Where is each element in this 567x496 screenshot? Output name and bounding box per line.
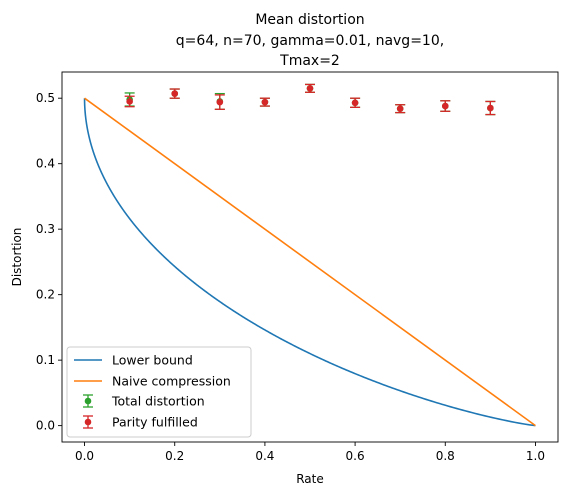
y-tick-label: 0.1	[36, 353, 55, 367]
x-tick-label: 0.8	[436, 449, 455, 463]
legend-naive-label: Naive compression	[112, 374, 231, 389]
y-tick-label: 0.4	[36, 157, 55, 171]
parity-fulfilled-point	[351, 99, 359, 107]
chart-title: Mean distortion	[255, 12, 364, 28]
x-tick-label: 0.0	[75, 449, 94, 463]
y-axis-label: Distortion	[10, 228, 24, 287]
x-tick-label: 0.2	[165, 449, 184, 463]
parity-fulfilled-point	[216, 98, 224, 106]
y-tick-label: 0.3	[36, 222, 55, 236]
parity-fulfilled-point	[126, 98, 133, 105]
parity-fulfilled-series	[124, 83, 496, 116]
legend-parity-swatch	[83, 415, 93, 429]
plot-area	[83, 83, 536, 427]
x-tick-label: 0.4	[255, 449, 274, 463]
legend-frame	[66, 346, 252, 438]
x-tick-label: 0.6	[346, 449, 365, 463]
parity-fulfilled-point	[171, 90, 179, 97]
x-tick-label: 1.0	[526, 449, 545, 463]
legend-parity-label: Parity fulfilled	[112, 415, 198, 430]
y-tick-label: 0.5	[36, 91, 55, 105]
plot-frame	[61, 71, 559, 443]
y-tick-label: 0.2	[36, 288, 55, 302]
legend-total-swatch	[83, 394, 93, 408]
x-axis: 0.0 0.2 0.4 0.6 0.8 1.0	[75, 442, 545, 463]
legend-lower-bound-label: Lower bound	[112, 353, 193, 368]
lower-bound-line	[83, 98, 536, 427]
parity-fulfilled-point	[441, 102, 449, 110]
y-tick-label: 0.0	[36, 419, 55, 433]
parity-fulfilled-point	[487, 104, 494, 112]
parity-fulfilled-point	[261, 98, 269, 106]
y-axis: 0.0 0.1 0.2 0.3 0.4 0.5	[36, 91, 62, 433]
naive-compression-line	[84, 97, 536, 427]
parity-fulfilled-point	[396, 105, 404, 112]
parity-fulfilled-point	[306, 85, 314, 92]
legend-total-label: Total distortion	[111, 394, 205, 409]
legend: Lower bound Naive compression Total dist…	[66, 346, 252, 438]
x-axis-label: Rate	[296, 472, 324, 486]
chart-subtitle-line-1: q=64, n=70, gamma=0.01, navg=10,	[176, 33, 444, 49]
chart-subtitle-line-2: Tmax=2	[279, 53, 340, 69]
